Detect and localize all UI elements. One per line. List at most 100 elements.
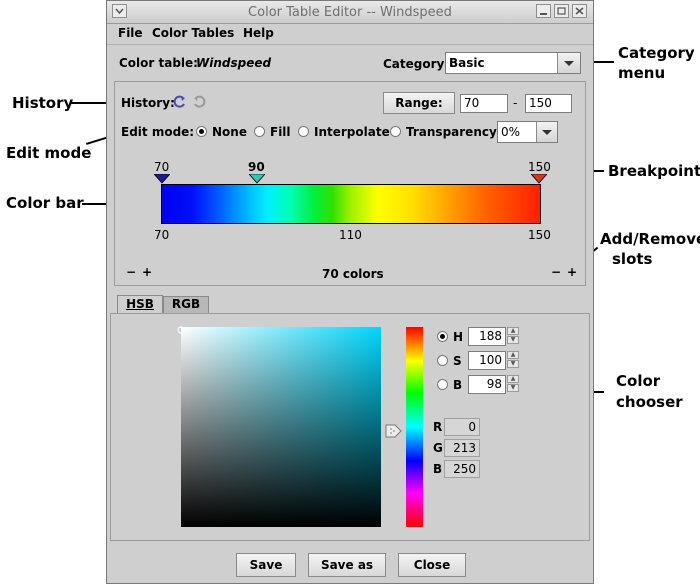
breakpoint-marker-150[interactable] [531, 174, 547, 184]
green-label: G [433, 441, 443, 455]
maximize-icon [557, 7, 566, 15]
menu-color-tables[interactable]: Color Tables [152, 26, 235, 40]
edit-mode-interpolate-radio[interactable] [298, 126, 309, 137]
breakpoint-marker-70[interactable] [154, 174, 170, 184]
transparency-select[interactable]: 0% [497, 121, 558, 143]
transparency-value: 0% [501, 125, 521, 139]
annotation-category-menu-line1: Category [618, 44, 695, 62]
saturation-radio[interactable] [437, 355, 448, 366]
window-title: Color Table Editor -- Windspeed [248, 5, 452, 20]
undo-button[interactable] [173, 95, 187, 109]
transparency-dropdown-button[interactable] [536, 122, 557, 142]
tab-rgb[interactable]: RGB [163, 296, 209, 313]
range-separator: - [513, 96, 518, 110]
tick-label-70: 70 [154, 228, 170, 242]
annotation-add-remove-line1: Add/Remove [600, 230, 700, 248]
edit-mode-transparency-radio[interactable] [390, 126, 401, 137]
menu-bar: File Color Tables Help [107, 24, 593, 45]
edit-mode-fill-radio[interactable] [254, 126, 265, 137]
window-menu-button[interactable] [112, 4, 127, 18]
add-slot-right-button[interactable]: + [567, 265, 578, 279]
saturation-brightness-square[interactable] [181, 327, 381, 527]
range-button[interactable]: Range: [383, 92, 455, 114]
undo-icon [173, 95, 185, 108]
close-window-button[interactable] [572, 4, 587, 18]
breakpoint-marker-90[interactable] [249, 174, 265, 184]
breakpoint-label-70: 70 [154, 160, 170, 174]
hue-radio[interactable] [437, 331, 448, 342]
saturation-input[interactable]: 100 [468, 351, 506, 370]
saturation-label: S [453, 354, 462, 368]
tick-label-110: 110 [339, 228, 362, 242]
color-chooser-panel [110, 313, 590, 541]
chevron-down-icon [564, 61, 574, 66]
saturation-spin-up[interactable]: ▲ [507, 351, 519, 359]
tick-label-150: 150 [528, 228, 551, 242]
red-label: R [433, 420, 443, 434]
brightness-input[interactable]: 98 [468, 375, 506, 394]
category-value: Basic [449, 56, 485, 70]
color-table-name: Windspeed [196, 56, 272, 70]
red-value: 0 [444, 418, 480, 436]
remove-slot-left-button[interactable]: − [126, 265, 137, 279]
hue-label: H [453, 330, 464, 344]
green-value: 213 [444, 439, 480, 457]
save-button[interactable]: Save [236, 553, 296, 577]
color-table-editor-window: Color Table Editor -- Windspeed File Col… [106, 0, 594, 584]
chevron-down-icon [115, 8, 124, 15]
minimize-icon [540, 13, 547, 15]
annotation-breakpoint: Breakpoint [608, 162, 700, 180]
breakpoint-triangle-icon [154, 174, 170, 184]
edit-mode-interpolate-label[interactable]: Interpolate [314, 125, 390, 139]
range-min-input[interactable]: 70 [460, 94, 508, 113]
annotation-color-bar: Color bar [6, 194, 84, 212]
saturation-spin-down[interactable]: ▼ [507, 360, 519, 368]
picker-cursor[interactable] [177, 325, 187, 335]
brightness-spin-up[interactable]: ▲ [507, 375, 519, 383]
remove-slot-right-button[interactable]: − [551, 265, 562, 279]
category-select[interactable]: Basic [445, 52, 581, 74]
title-bar[interactable]: Color Table Editor -- Windspeed [107, 1, 593, 24]
color-bar[interactable] [161, 184, 541, 224]
edit-mode-transparency-label[interactable]: Transparency: [406, 125, 502, 139]
history-label: History: [121, 96, 175, 110]
breakpoint-label-90: 90 [248, 160, 265, 174]
breakpoint-triangle-icon [249, 174, 265, 184]
brightness-radio[interactable] [437, 379, 448, 390]
edit-mode-none-label[interactable]: None [212, 125, 247, 139]
brightness-label: B [453, 378, 463, 392]
close-button[interactable]: Close [398, 553, 466, 577]
chevron-down-icon [542, 130, 552, 135]
range-max-input[interactable]: 150 [525, 94, 572, 113]
breakpoint-label-150: 150 [528, 160, 551, 174]
annotation-history: History [12, 94, 74, 112]
blue-label: B [433, 462, 443, 476]
edit-mode-none-radio[interactable] [196, 126, 207, 137]
tab-hsb[interactable]: HSB [117, 295, 163, 314]
hue-input[interactable]: 188 [468, 327, 506, 346]
edit-mode-fill-label[interactable]: Fill [270, 125, 291, 139]
add-slot-left-button[interactable]: + [142, 265, 153, 279]
maximize-button[interactable] [554, 4, 569, 18]
breakpoint-triangle-icon [531, 174, 547, 184]
redo-button[interactable] [192, 95, 206, 109]
hue-spin-up[interactable]: ▲ [507, 327, 519, 335]
hue-spin-down[interactable]: ▼ [507, 336, 519, 344]
colorbar-panel [114, 81, 586, 286]
color-table-label: Color table: [119, 56, 198, 70]
menu-help[interactable]: Help [243, 26, 274, 40]
brightness-spin-down[interactable]: ▼ [507, 384, 519, 392]
edit-mode-label: Edit mode: [121, 125, 195, 139]
tab-hsb-label: HSB [126, 297, 154, 311]
annotation-add-remove-line2: slots [612, 250, 653, 268]
annotation-category-menu-line2: menu [618, 64, 666, 82]
menu-file[interactable]: File [118, 26, 143, 40]
hue-slider[interactable] [406, 327, 423, 527]
category-dropdown-button[interactable] [557, 53, 580, 73]
hue-slider-handle[interactable] [385, 423, 403, 439]
annotation-color-chooser-line2: chooser [616, 393, 683, 411]
annotation-category-pointer [584, 61, 614, 63]
annotation-history-pointer [70, 102, 118, 104]
minimize-button[interactable] [536, 4, 551, 18]
save-as-button[interactable]: Save as [308, 553, 386, 577]
